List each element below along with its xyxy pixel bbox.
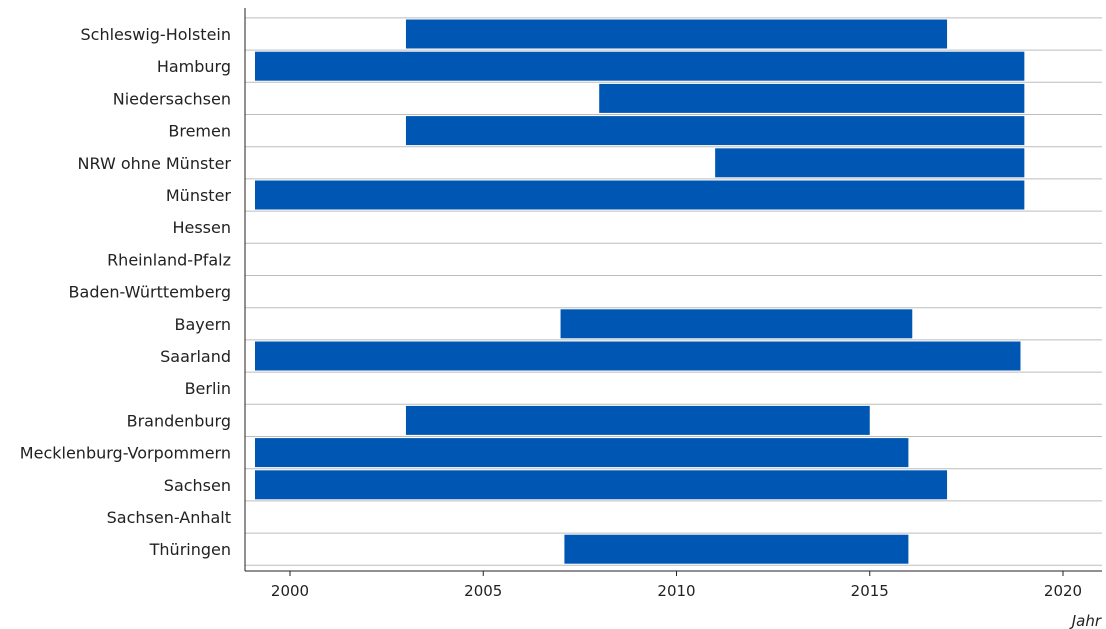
grid-layer <box>245 17 1102 566</box>
category-label: Bayern <box>174 315 231 334</box>
category-label: Hessen <box>172 218 231 237</box>
category-label: Schleswig-Holstein <box>81 25 231 44</box>
category-label: Bremen <box>168 122 231 141</box>
category-label: Niedersachsen <box>113 89 231 108</box>
x-tick-label: 2000 <box>271 582 309 600</box>
category-label: Berlin <box>185 379 231 398</box>
x-tick-label: 2010 <box>657 582 695 600</box>
category-label: NRW ohne Münster <box>78 154 232 173</box>
x-tick-layer: 2000 2005 2010 2015 2020 <box>271 571 1082 600</box>
category-label: Baden-Württemberg <box>69 283 231 302</box>
x-tick-label: 2015 <box>851 582 889 600</box>
category-label: Mecklenburg-Vorpommern <box>20 444 231 463</box>
category-label: Rheinland-Pfalz <box>107 250 231 269</box>
range-bar <box>255 51 1025 81</box>
range-bar <box>715 148 1025 178</box>
range-bar <box>255 341 1021 371</box>
category-label: Münster <box>166 186 232 205</box>
x-tick-label: 2005 <box>464 582 502 600</box>
range-bar <box>560 309 913 339</box>
x-tick-label: 2020 <box>1044 582 1082 600</box>
range-bar <box>564 534 909 564</box>
range-bar <box>405 405 870 435</box>
category-label: Hamburg <box>157 57 231 76</box>
x-axis-title: Jahr <box>1069 612 1102 629</box>
bar-layer <box>255 19 1025 564</box>
range-bar <box>255 438 909 468</box>
range-bar <box>599 83 1025 113</box>
category-label: Brandenburg <box>127 411 231 430</box>
category-label: Sachsen <box>164 476 231 495</box>
category-label: Saarland <box>160 347 231 366</box>
range-bar <box>405 116 1025 146</box>
range-bar <box>255 180 1025 210</box>
range-bar <box>405 19 948 49</box>
range-bar <box>255 470 948 500</box>
category-label: Sachsen-Anhalt <box>107 508 231 527</box>
category-label-layer: Schleswig-Holstein Hamburg Niedersachsen Br… <box>20 25 232 559</box>
category-label: Thüringen <box>149 540 231 559</box>
